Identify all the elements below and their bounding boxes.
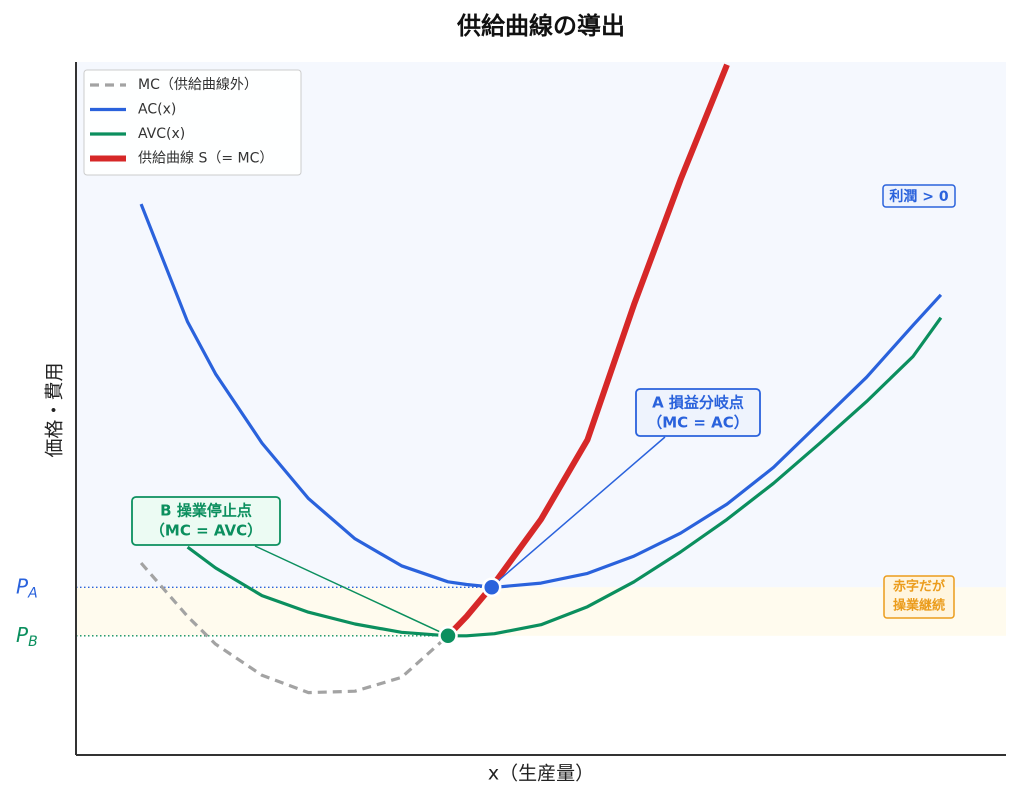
- legend: MC（供給曲線外） AC(x) AVC(x) 供給曲線 S（= MC）: [83, 69, 302, 176]
- callout-sub: （MC = AVC）: [150, 522, 262, 540]
- loss-region: [76, 587, 1006, 636]
- region-text: 利潤 > 0: [889, 188, 948, 205]
- region-label: 利潤 > 0: [882, 184, 956, 208]
- legend-label: AC(x): [138, 102, 176, 118]
- callout-arrow: [254, 545, 443, 634]
- callout-sub: （MC = AC）: [647, 414, 749, 432]
- legend-label: 供給曲線 S（= MC）: [138, 151, 273, 167]
- tick-main: P: [16, 622, 29, 646]
- callout-arrow: [497, 436, 666, 582]
- curve: [445, 63, 730, 638]
- y-axis-label: 価格・費用: [44, 362, 66, 457]
- y-tick-label: PB: [16, 622, 38, 650]
- region-text: 赤字だが: [893, 579, 945, 595]
- curve: [139, 561, 450, 695]
- point: [481, 577, 502, 598]
- region-text: 操業継続: [893, 598, 945, 614]
- label-box: [883, 575, 955, 619]
- curve: [186, 316, 943, 638]
- label-box: [882, 184, 956, 208]
- x-axis-label: x（生産量）: [488, 763, 594, 785]
- callout-title: B 操業停止点: [160, 502, 252, 520]
- tick-sub: A: [27, 585, 38, 601]
- callout-box: [131, 496, 281, 546]
- legend-box: [83, 69, 302, 176]
- legend-label: MC（供給曲線外）: [138, 77, 258, 93]
- y-tick-label: PA: [16, 574, 38, 602]
- tick-main: P: [16, 574, 29, 598]
- legend-label: AVC(x): [138, 126, 185, 142]
- point: [438, 626, 458, 646]
- chart-title: 供給曲線の導出: [456, 12, 625, 40]
- tick-sub: B: [28, 634, 38, 650]
- curve: [139, 203, 943, 589]
- callout-title: A 損益分岐点: [652, 394, 744, 412]
- callout-box: [635, 388, 761, 437]
